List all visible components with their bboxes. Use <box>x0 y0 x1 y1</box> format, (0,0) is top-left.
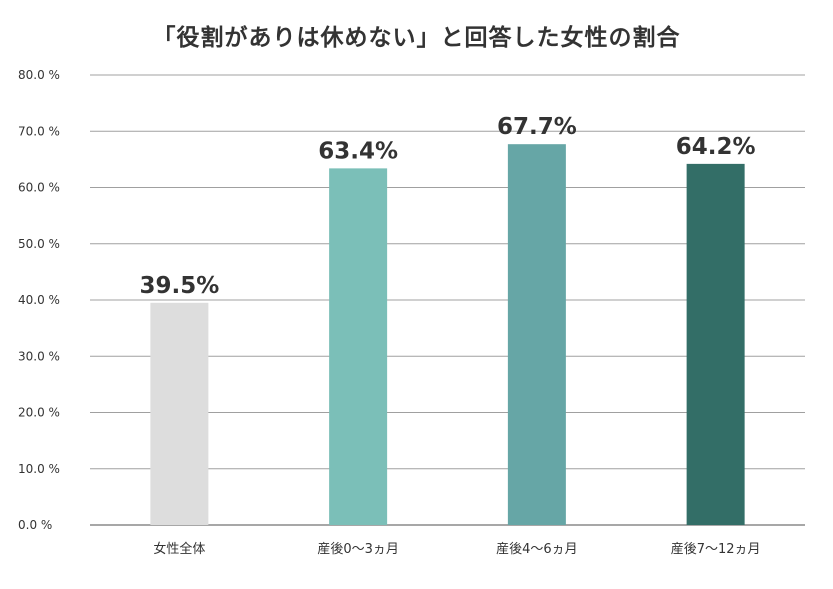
y-tick-label: 20.0 % <box>18 406 60 420</box>
data-label: 67.7% <box>497 114 577 140</box>
category-label: 女性全体 <box>153 541 205 557</box>
bar <box>329 168 388 525</box>
category-label: 産後0〜3ヵ月 <box>317 541 399 557</box>
data-label: 39.5% <box>139 273 219 299</box>
bar <box>507 144 566 525</box>
data-label: 64.2% <box>676 134 756 160</box>
y-tick-label: 30.0 % <box>18 349 60 363</box>
y-tick-label: 40.0 % <box>18 293 60 307</box>
y-tick-label: 80.0 % <box>18 68 60 82</box>
chart-title: 「役割がありは休めない」と回答した女性の割合 <box>152 25 681 51</box>
y-axis-ticks: 0.0 % 10.0 % 20.0 % 30.0 % 40.0 % 50.0 % 60.0 … <box>18 68 60 532</box>
data-labels: 39.5% 63.4% 67.7% 64.2% <box>139 114 755 299</box>
bar <box>150 302 209 525</box>
bar <box>686 163 745 525</box>
y-tick-label: 50.0 % <box>18 237 60 251</box>
y-tick-label: 60.0 % <box>18 181 60 195</box>
x-axis-categories: 女性全体 産後0〜3ヵ月 産後4〜6ヵ月 産後7〜12ヵ月 <box>153 541 760 557</box>
y-tick-label: 10.0 % <box>18 462 60 476</box>
y-tick-label: 0.0 % <box>18 518 52 532</box>
bars <box>150 144 745 525</box>
category-label: 産後7〜12ヵ月 <box>671 541 761 557</box>
data-label: 63.4% <box>318 138 398 164</box>
category-label: 産後4〜6ヵ月 <box>496 541 578 557</box>
y-tick-label: 70.0 % <box>18 124 60 138</box>
gridlines <box>90 74 805 526</box>
